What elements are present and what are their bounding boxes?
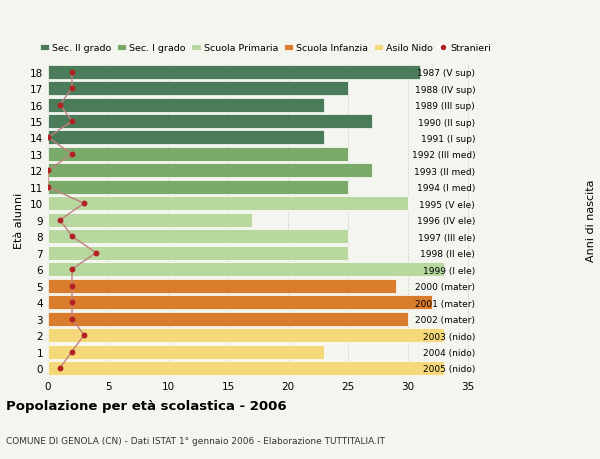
Point: [79, 332, 89, 339]
Bar: [48, 131, 324, 145]
Bar: [48, 361, 444, 375]
Point: [67, 151, 77, 158]
Point: [67, 266, 77, 273]
Point: [79, 200, 89, 207]
Bar: [48, 296, 432, 309]
Bar: [48, 312, 408, 326]
Point: [55, 217, 65, 224]
Bar: [48, 115, 372, 129]
Bar: [48, 164, 372, 178]
Bar: [48, 345, 324, 359]
Bar: [48, 213, 252, 227]
Bar: [48, 279, 396, 293]
Point: [67, 69, 77, 76]
Bar: [48, 197, 408, 211]
Point: [91, 250, 101, 257]
Point: [43, 168, 53, 175]
Point: [67, 118, 77, 125]
Point: [67, 282, 77, 290]
Bar: [48, 98, 324, 112]
Bar: [48, 148, 348, 162]
Text: COMUNE DI GENOLA (CN) - Dati ISTAT 1° gennaio 2006 - Elaborazione TUTTITALIA.IT: COMUNE DI GENOLA (CN) - Dati ISTAT 1° ge…: [6, 436, 385, 445]
Bar: [48, 328, 444, 342]
Y-axis label: Età alunni: Età alunni: [14, 192, 25, 248]
Point: [43, 134, 53, 142]
Point: [67, 299, 77, 306]
Point: [43, 184, 53, 191]
Text: Popolazione per età scolastica - 2006: Popolazione per età scolastica - 2006: [6, 399, 287, 412]
Point: [67, 233, 77, 241]
Bar: [48, 230, 348, 244]
Text: Anni di nascita: Anni di nascita: [586, 179, 596, 262]
Point: [55, 364, 65, 372]
Point: [67, 348, 77, 355]
Bar: [48, 82, 348, 96]
Bar: [48, 66, 420, 79]
Bar: [48, 180, 348, 195]
Bar: [48, 263, 444, 277]
Legend: Sec. II grado, Sec. I grado, Scuola Primaria, Scuola Infanzia, Asilo Nido, Stran: Sec. II grado, Sec. I grado, Scuola Prim…: [40, 45, 491, 53]
Point: [67, 315, 77, 323]
Point: [67, 85, 77, 93]
Point: [55, 101, 65, 109]
Bar: [48, 246, 348, 260]
